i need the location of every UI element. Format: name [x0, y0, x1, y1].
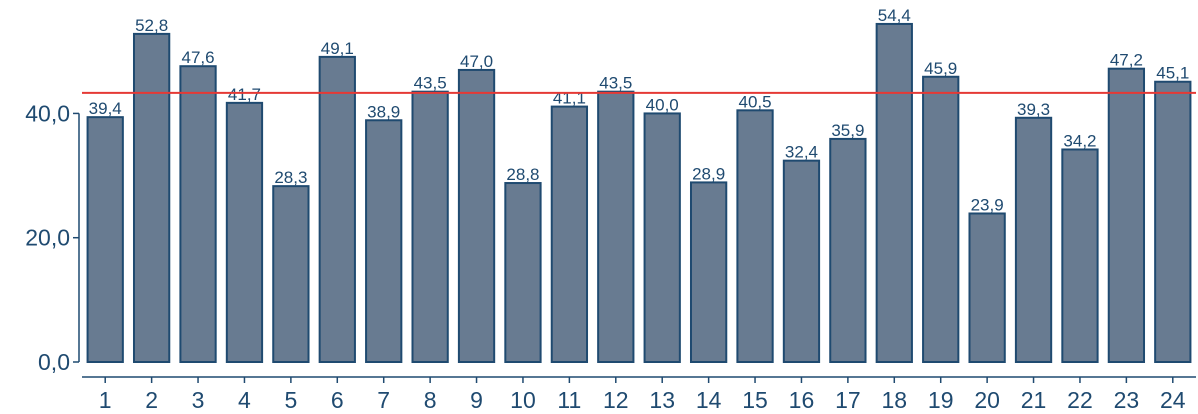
- data-labels-group: 39,4 52,8 47,6 41,7 28,3 49,1 38,9 43,5 47,0 28,8…: [89, 6, 1190, 215]
- x-tick-label-11: 11: [557, 387, 581, 413]
- bar-2: [132, 32, 171, 363]
- bar-24: [1154, 80, 1192, 364]
- data-label-20: 23,9: [971, 195, 1004, 214]
- x-tick-label-12: 12: [603, 387, 629, 413]
- x-tick-label-8: 8: [424, 387, 437, 413]
- data-label-9: 47,0: [460, 52, 493, 71]
- bars-group: [86, 22, 1192, 364]
- data-label-1: 39,4: [89, 99, 122, 118]
- x-tick-label-14: 14: [696, 387, 722, 413]
- data-label-13: 40,0: [646, 95, 679, 114]
- y-ticks-group: 0,0 20,0 40,0: [25, 100, 79, 375]
- data-label-7: 38,9: [367, 102, 400, 121]
- bar-10: [504, 182, 542, 363]
- x-tick-label-22: 22: [1067, 387, 1093, 413]
- bar-20: [968, 212, 1006, 363]
- bar-1: [86, 116, 124, 363]
- x-tick-label-7: 7: [377, 387, 390, 413]
- x-tick-label-6: 6: [331, 387, 344, 413]
- x-tick-label-21: 21: [1021, 387, 1047, 413]
- data-label-16: 32,4: [785, 143, 818, 162]
- x-tick-label-5: 5: [284, 387, 297, 413]
- data-label-10: 28,8: [506, 165, 539, 184]
- bar-19: [922, 75, 960, 363]
- bar-9: [457, 68, 496, 364]
- data-label-23: 47,2: [1110, 51, 1143, 70]
- x-tick-label-23: 23: [1114, 387, 1140, 413]
- x-ticks-group: 1 2 3 4 5 6 7 8 9 10 11 12 13 14 15 16 17 18 19 20 21 22 23 24: [99, 377, 1186, 413]
- data-label-21: 39,3: [1017, 100, 1050, 119]
- bar-5: [272, 185, 310, 363]
- x-tick-label-13: 13: [649, 387, 675, 413]
- data-label-15: 40,5: [738, 92, 771, 111]
- x-tick-label-2: 2: [145, 387, 158, 413]
- data-label-17: 35,9: [831, 121, 864, 140]
- x-tick-label-3: 3: [192, 387, 205, 413]
- bar-18: [875, 22, 913, 363]
- data-label-19: 45,9: [924, 59, 957, 78]
- data-label-14: 28,9: [692, 164, 725, 183]
- data-label-11: 41,1: [553, 89, 586, 108]
- x-tick-label-20: 20: [974, 387, 1000, 413]
- x-tick-label-19: 19: [928, 387, 954, 413]
- data-label-8: 43,5: [414, 74, 447, 93]
- bar-14: [689, 181, 728, 363]
- bar-13: [643, 112, 681, 364]
- data-label-6: 49,1: [321, 39, 354, 58]
- bar-22: [1061, 148, 1099, 363]
- x-tick-label-1: 1: [99, 387, 112, 413]
- x-tick-label-24: 24: [1160, 387, 1186, 413]
- x-tick-label-9: 9: [470, 387, 483, 413]
- y-tick-label-2: 40,0: [25, 100, 70, 126]
- bar-21: [1014, 116, 1053, 363]
- data-label-12: 43,5: [599, 74, 632, 93]
- data-label-22: 34,2: [1063, 131, 1096, 150]
- data-label-24: 45,1: [1156, 64, 1189, 83]
- bar-15: [736, 109, 774, 363]
- data-label-4: 41,7: [228, 85, 261, 104]
- x-tick-label-4: 4: [238, 387, 251, 413]
- bar-7: [365, 119, 403, 364]
- x-tick-label-18: 18: [881, 387, 907, 413]
- x-tick-label-10: 10: [510, 387, 536, 413]
- x-tick-label-15: 15: [742, 387, 768, 413]
- bar-11: [550, 105, 589, 363]
- data-label-18: 54,4: [878, 6, 911, 25]
- bar-23: [1107, 67, 1146, 363]
- x-tick-label-16: 16: [789, 387, 815, 413]
- bar-8: [411, 90, 449, 364]
- bar-3: [179, 65, 217, 363]
- y-tick-label-0: 0,0: [38, 349, 70, 375]
- x-tick-label-17: 17: [835, 387, 861, 413]
- bar-17: [829, 137, 867, 363]
- bar-4: [225, 101, 264, 364]
- y-tick-label-1: 20,0: [25, 225, 70, 251]
- data-label-3: 47,6: [181, 48, 214, 67]
- data-label-5: 28,3: [274, 168, 307, 187]
- bar-6: [318, 55, 356, 363]
- data-label-2: 52,8: [135, 16, 168, 35]
- bar-16: [782, 159, 821, 363]
- bar-12: [597, 90, 635, 364]
